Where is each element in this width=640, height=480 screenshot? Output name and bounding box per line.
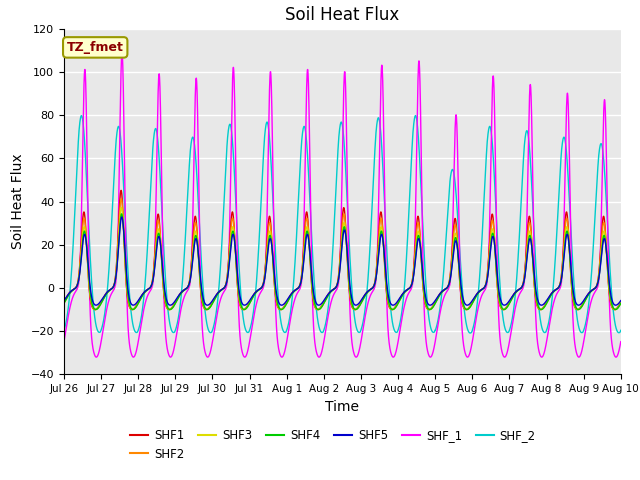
Title: Soil Heat Flux: Soil Heat Flux	[285, 6, 399, 24]
SHF4	[322, 297, 330, 303]
SHF_2	[616, 329, 624, 335]
SHF5	[60, 298, 68, 303]
SHF_1	[616, 342, 624, 348]
SHF5	[616, 299, 624, 304]
SHF1	[616, 300, 624, 306]
SHF5	[617, 298, 625, 303]
Text: TZ_fmet: TZ_fmet	[67, 41, 124, 54]
SHF1	[322, 296, 330, 301]
SHF1	[462, 307, 470, 312]
SHF1	[617, 299, 625, 305]
Y-axis label: Soil Heat Flux: Soil Heat Flux	[12, 154, 25, 250]
SHF1	[60, 299, 68, 305]
SHF4	[60, 300, 68, 306]
SHF_1	[118, 49, 126, 55]
SHF3	[60, 300, 68, 306]
Legend: SHF1, SHF2, SHF3, SHF4, SHF5, SHF_1, SHF_2: SHF1, SHF2, SHF3, SHF4, SHF5, SHF_1, SHF…	[125, 424, 541, 465]
SHF_2	[161, 254, 168, 260]
SHF3	[161, 290, 168, 296]
X-axis label: Time: Time	[325, 400, 360, 414]
SHF_2	[322, 320, 330, 326]
SHF4	[468, 302, 476, 308]
SHF5	[161, 282, 168, 288]
SHF4	[616, 301, 624, 307]
SHF2	[322, 296, 330, 302]
SHF3	[436, 291, 444, 297]
SHF3	[617, 300, 625, 306]
SHF2	[617, 300, 625, 306]
SHF2	[161, 291, 168, 297]
SHF2	[436, 291, 444, 297]
SHF4	[118, 211, 125, 217]
SHF4	[463, 307, 470, 312]
SHF3	[468, 302, 476, 308]
SHF3	[118, 204, 125, 210]
SHF_1	[617, 339, 625, 345]
SHF5	[463, 302, 471, 308]
SHF2	[463, 307, 470, 312]
SHF_1	[468, 344, 476, 349]
SHF_1	[60, 339, 68, 345]
SHF_1	[322, 327, 330, 333]
Line: SHF1: SHF1	[64, 191, 621, 310]
SHF2	[117, 196, 125, 202]
SHF1	[468, 301, 476, 307]
Line: SHF3: SHF3	[64, 207, 621, 310]
SHF3	[322, 297, 330, 302]
SHF2	[60, 300, 68, 306]
SHF1	[436, 290, 444, 296]
SHF2	[468, 301, 476, 307]
Line: SHF_2: SHF_2	[64, 116, 621, 333]
SHF1	[161, 293, 168, 299]
SHF1	[117, 188, 125, 193]
SHF2	[616, 301, 624, 307]
SHF_1	[436, 308, 444, 314]
SHF4	[617, 300, 625, 306]
SHF_1	[161, 302, 168, 308]
SHF_2	[499, 315, 507, 321]
SHF5	[468, 299, 476, 305]
Line: SHF2: SHF2	[64, 199, 621, 310]
Line: SHF5: SHF5	[64, 217, 621, 305]
SHF4	[161, 288, 168, 293]
SHF_2	[467, 330, 474, 336]
SHF1	[499, 307, 507, 312]
SHF_2	[60, 327, 68, 333]
SHF2	[499, 307, 507, 312]
SHF3	[616, 301, 624, 307]
SHF_2	[468, 330, 476, 336]
Line: SHF4: SHF4	[64, 214, 621, 310]
SHF4	[436, 291, 444, 297]
SHF5	[118, 214, 125, 220]
SHF5	[436, 290, 444, 296]
SHF_1	[499, 352, 507, 358]
SHF3	[463, 307, 470, 312]
SHF4	[499, 306, 507, 312]
SHF_2	[77, 113, 85, 119]
SHF5	[499, 302, 507, 308]
SHF3	[499, 306, 507, 312]
SHF_2	[617, 327, 625, 333]
Line: SHF_1: SHF_1	[64, 52, 621, 357]
SHF_1	[463, 354, 471, 360]
SHF_2	[436, 302, 444, 308]
SHF5	[322, 295, 330, 300]
